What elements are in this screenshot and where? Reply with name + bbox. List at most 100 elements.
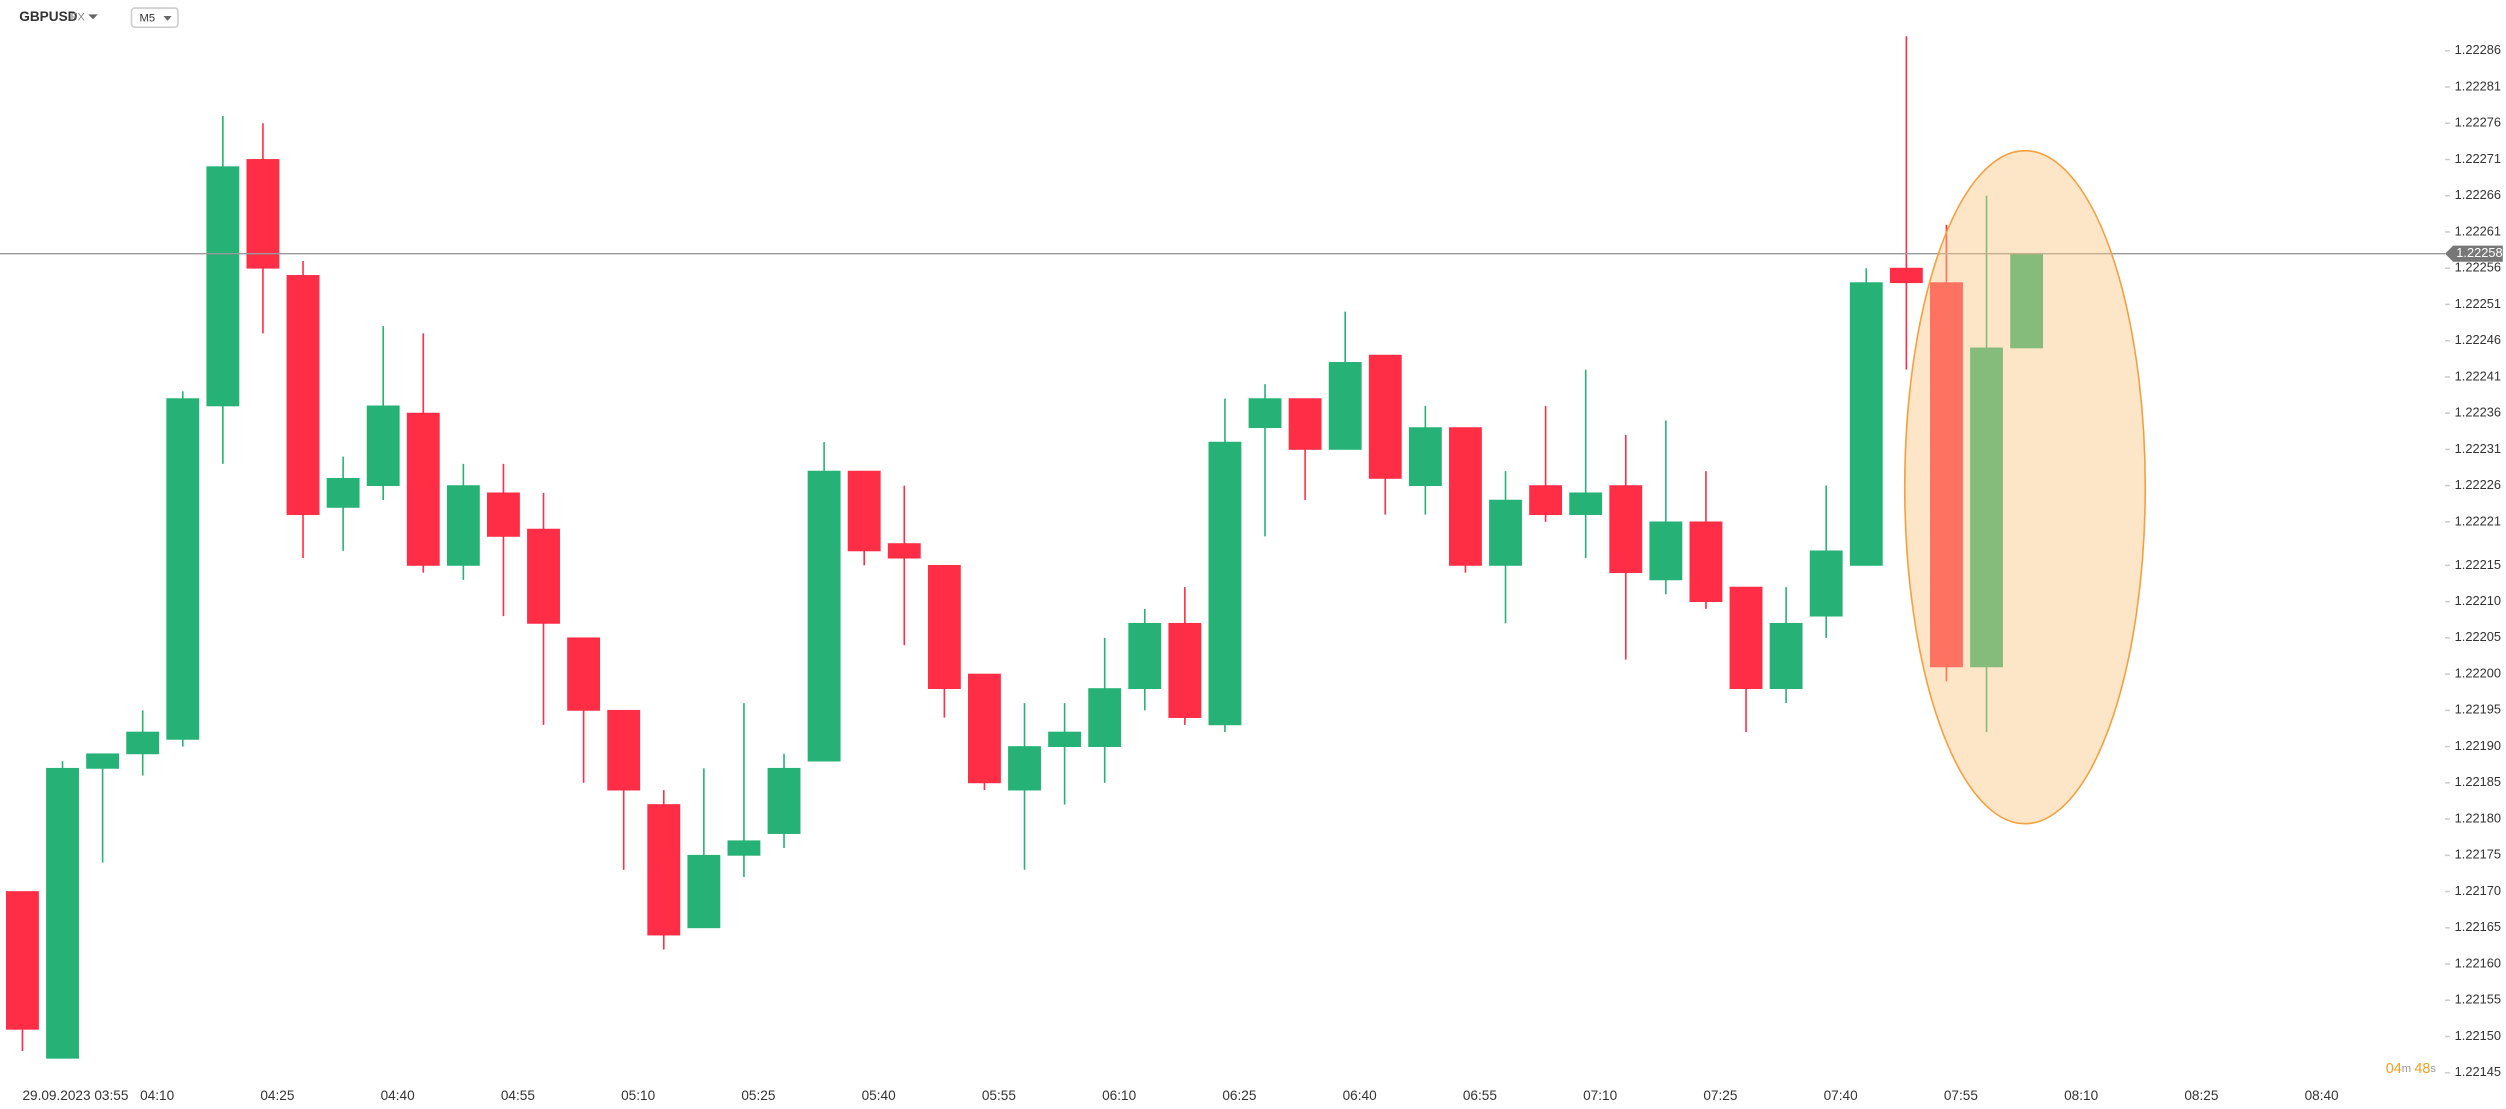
candle-body — [326, 477, 360, 508]
candle-body — [1649, 521, 1683, 581]
candle-body — [1449, 427, 1482, 566]
x-tick-label: 04:25 — [260, 1088, 294, 1103]
candle-body — [406, 412, 440, 566]
y-tick-label: 1.22271 — [2455, 151, 2501, 166]
candle-body — [887, 543, 921, 559]
dropdown-arrow[interactable] — [88, 14, 98, 20]
candle-body — [1168, 622, 1202, 718]
candle-body — [1048, 731, 1082, 747]
candle-body — [446, 485, 480, 566]
y-tick-label: 1.22190 — [2455, 738, 2501, 753]
candle-body — [206, 166, 240, 407]
candle-body — [607, 709, 641, 791]
y-tick-label: 1.22185 — [2455, 774, 2501, 789]
candle-body — [1609, 485, 1643, 574]
y-tick-label: 1.22246 — [2455, 332, 2501, 347]
x-tick-label: 04:10 — [140, 1088, 174, 1103]
candle-body — [727, 840, 761, 856]
candle-body — [687, 854, 721, 929]
candle-body — [2010, 253, 2044, 349]
date-label: 29.09.2023 03:55 — [22, 1088, 128, 1103]
symbol[interactable]: GBPUSD — [19, 9, 77, 24]
y-tick-label: 1.22241 — [2455, 368, 2501, 383]
candle-body — [847, 470, 881, 552]
x-tick-label: 05:55 — [982, 1088, 1016, 1103]
candle-body — [1809, 550, 1843, 617]
candle-body — [1769, 622, 1803, 689]
candle-body — [46, 767, 79, 1059]
countdown: 04m 48s — [2386, 1061, 2437, 1077]
candle-body — [1849, 282, 1883, 566]
candle-body — [1529, 485, 1563, 516]
y-tick-label: 1.22200 — [2455, 665, 2501, 680]
candle-body — [1008, 746, 1041, 791]
candle-body — [1288, 398, 1322, 450]
x-tick-label: 07:55 — [1944, 1088, 1978, 1103]
y-tick-label: 1.22281 — [2455, 78, 2501, 93]
x-tick-label: 04:40 — [381, 1088, 415, 1103]
candle-body — [1729, 586, 1763, 689]
y-tick-label: 1.22226 — [2455, 477, 2501, 492]
y-tick-label: 1.22276 — [2455, 115, 2501, 130]
x-tick-label: 07:40 — [1824, 1088, 1858, 1103]
candle-body — [1128, 622, 1162, 689]
y-tick-label: 1.22261 — [2455, 223, 2501, 238]
y-tick-label: 1.22155 — [2455, 992, 2501, 1007]
x-tick-label: 06:55 — [1463, 1088, 1497, 1103]
dropdown-arrow[interactable] — [163, 16, 172, 21]
highlight — [1903, 149, 2147, 825]
candle-body — [487, 492, 520, 537]
candle-body — [647, 804, 681, 936]
candle-body — [927, 564, 961, 689]
y-tick-label: 1.22165 — [2455, 919, 2501, 934]
candle-body — [1970, 347, 2003, 668]
x-tick-label: 05:10 — [621, 1088, 655, 1103]
y-tick-label: 1.22266 — [2455, 187, 2501, 202]
x-tick-label: 06:40 — [1343, 1088, 1377, 1103]
y-tick-label: 1.22205 — [2455, 629, 2501, 644]
candle-body — [6, 891, 39, 1030]
y-tick-label: 1.22286 — [2455, 42, 2501, 57]
candle-body — [286, 275, 320, 516]
candle-body — [1208, 441, 1242, 726]
y-tick-label: 1.22256 — [2455, 260, 2501, 275]
candle-body — [1408, 427, 1442, 487]
y-tick-label: 1.22145 — [2455, 1064, 2501, 1079]
price-tag — [2445, 245, 2503, 262]
candle-body — [527, 528, 560, 624]
candle-body — [126, 731, 160, 755]
timeframe-box[interactable] — [130, 7, 179, 29]
x-tick-label: 08:40 — [2305, 1088, 2339, 1103]
candle-body — [968, 673, 1001, 784]
x-tick-label: 07:10 — [1583, 1088, 1617, 1103]
candle-body — [1889, 267, 1923, 284]
y-tick-label: 1.22236 — [2455, 405, 2501, 420]
y-tick-label: 1.22215 — [2455, 557, 2501, 572]
y-tick-label: 1.22180 — [2455, 810, 2501, 825]
candle-body — [86, 753, 120, 769]
x-tick-label: 04:55 — [501, 1088, 535, 1103]
y-tick-label: 1.22150 — [2455, 1028, 2501, 1043]
candle-body — [1088, 688, 1122, 747]
x-tick-label: 06:10 — [1102, 1088, 1136, 1103]
y-tick-label: 1.22221 — [2455, 513, 2501, 528]
y-tick-label: 1.22175 — [2455, 847, 2501, 862]
x-tick-label: 07:25 — [1703, 1088, 1737, 1103]
y-tick-label: 1.22160 — [2455, 955, 2501, 970]
x-tick-label: 05:25 — [741, 1088, 775, 1103]
candle-body — [166, 398, 200, 740]
x-tick-label: 08:10 — [2064, 1088, 2098, 1103]
y-tick-label: 1.22251 — [2455, 296, 2501, 311]
x-tick-label: 06:25 — [1222, 1088, 1256, 1103]
candle-body — [1328, 362, 1362, 450]
market: FX — [71, 12, 86, 24]
candle-body — [1489, 499, 1522, 566]
x-tick-label: 08:25 — [2184, 1088, 2218, 1103]
current-price-label: 1.22258 — [2456, 245, 2502, 260]
candle-body — [1930, 282, 1963, 668]
x-tick-label: 05:40 — [862, 1088, 896, 1103]
timeframe[interactable]: M5 — [139, 12, 155, 24]
y-tick-label: 1.22170 — [2455, 883, 2501, 898]
